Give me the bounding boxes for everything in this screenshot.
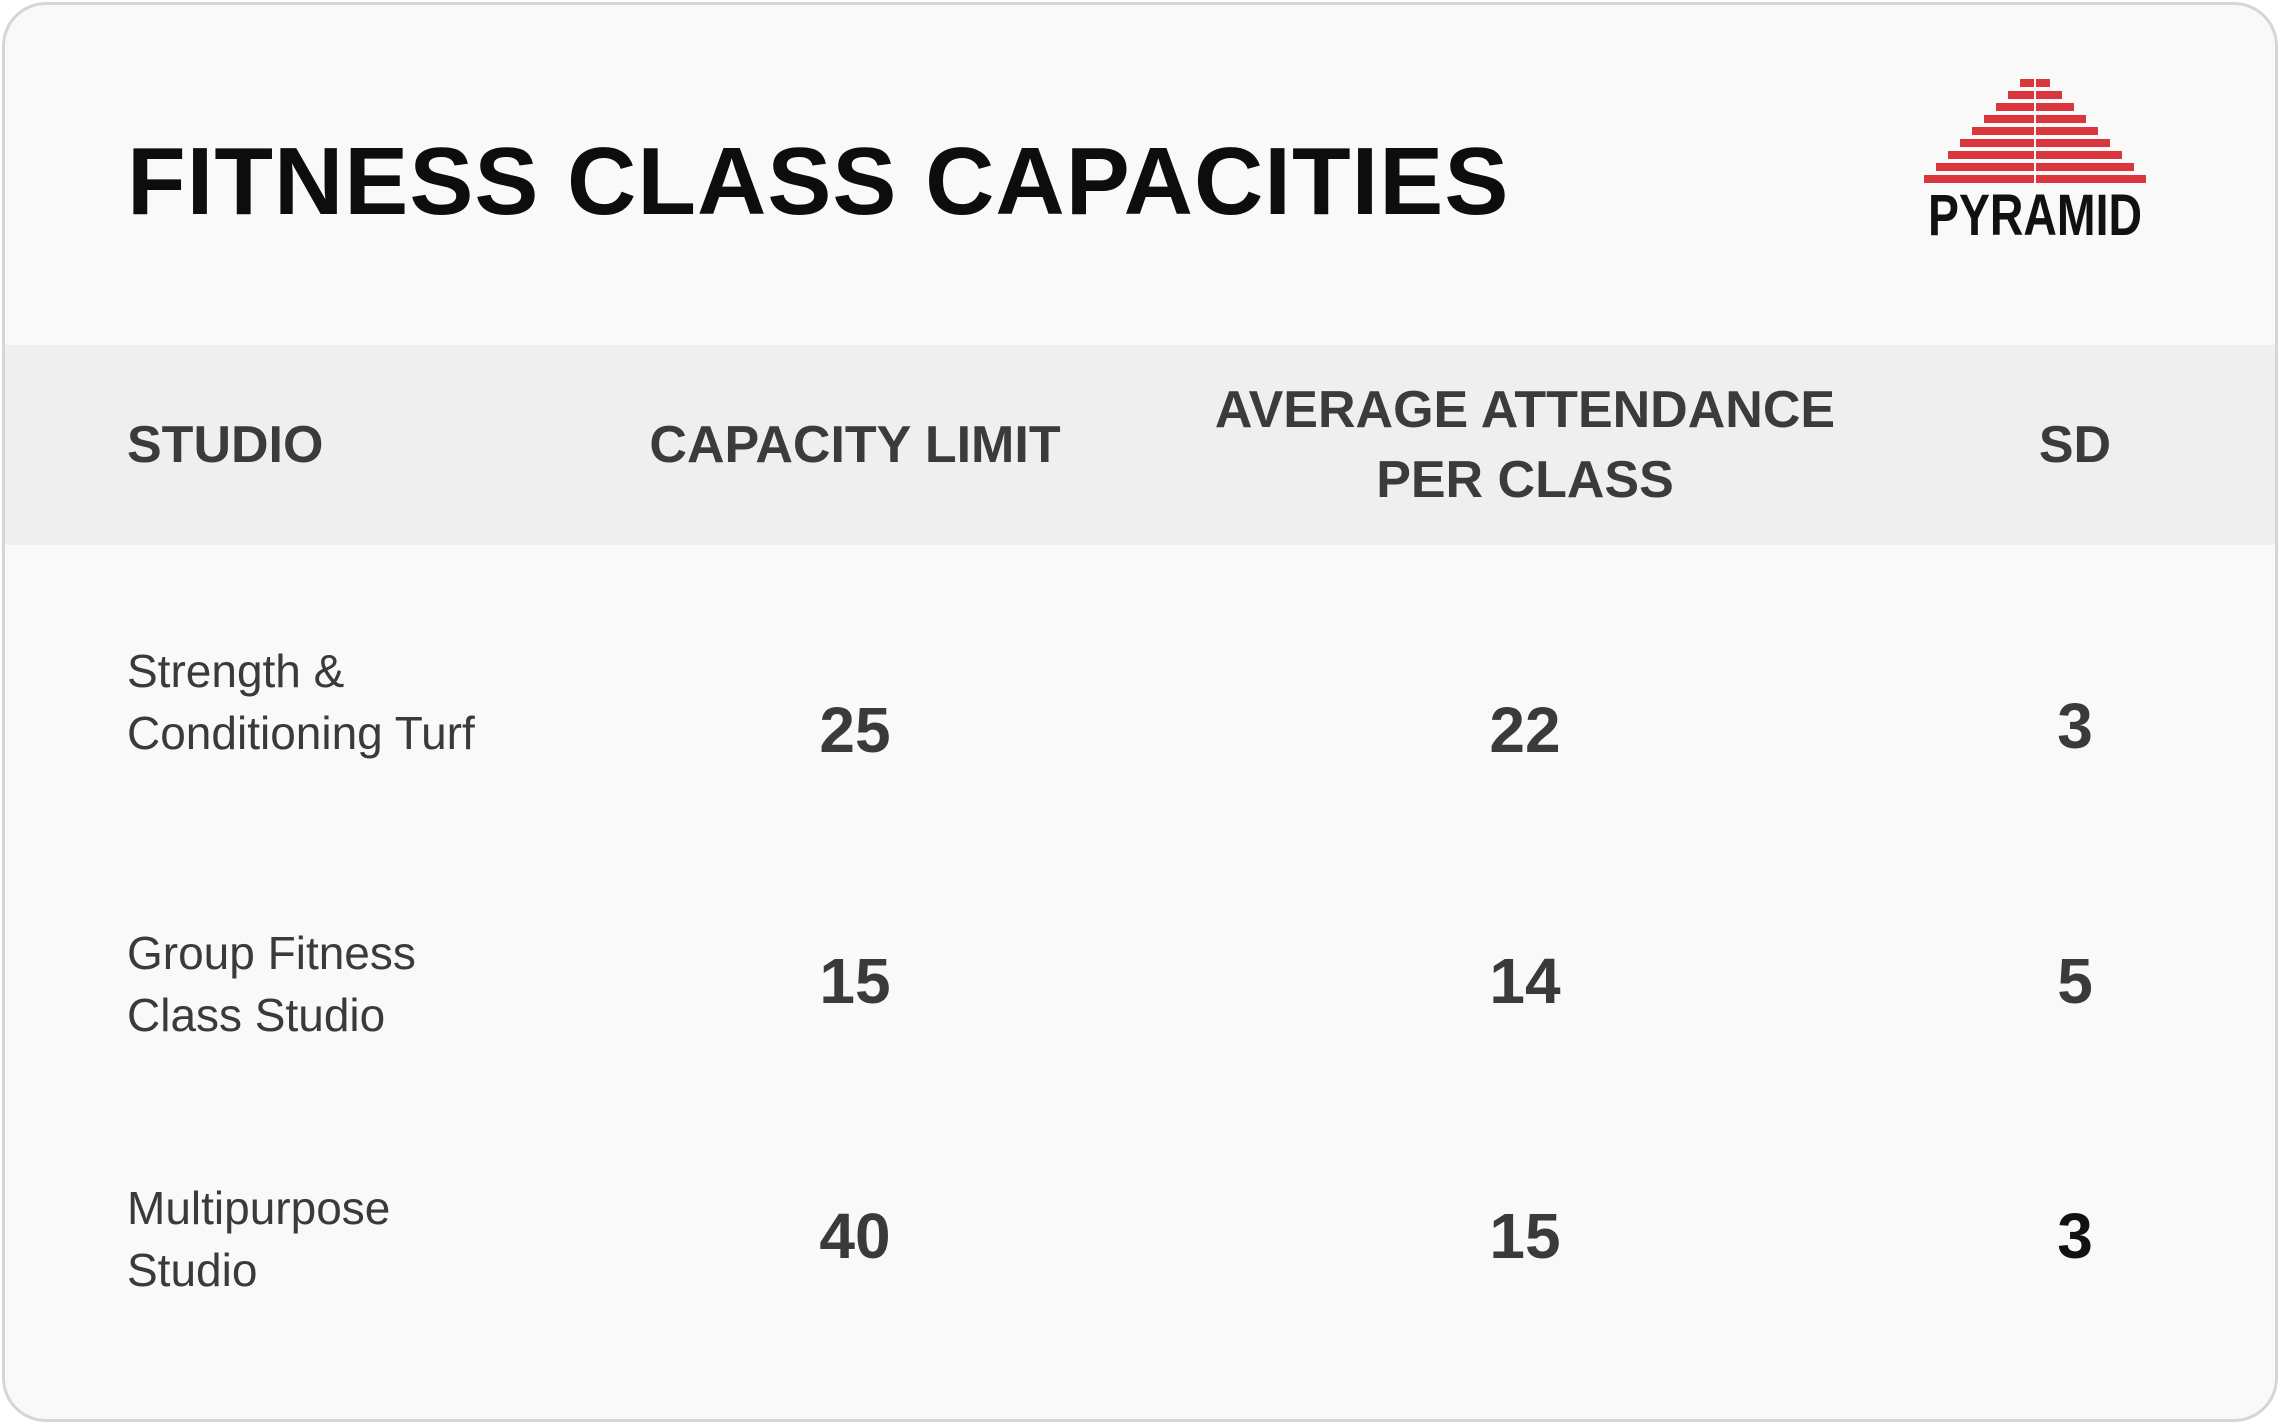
header-average-attendance: AVERAGE ATTENDANCE PER CLASS: [1165, 345, 1885, 545]
average-value: 15: [1489, 1200, 1561, 1272]
sd-value: 3: [2057, 1200, 2093, 1272]
studio-name: Strength & Conditioning Turf: [127, 645, 475, 759]
header-sd: SD: [2038, 416, 2112, 474]
header-capacity-limit: CAPACITY LIMIT: [649, 416, 1061, 474]
sd-value: 5: [2057, 945, 2093, 1017]
pyramid-logo: PYRAMID: [1919, 75, 2151, 248]
studio-name: Multipurpose Studio: [127, 1182, 391, 1296]
capacity-value: 25: [819, 694, 891, 766]
capacity-value: 15: [819, 945, 891, 1017]
page-title: FITNESS CLASS CAPACITIES: [127, 128, 1510, 235]
average-value: 22: [1489, 694, 1561, 766]
average-value: 14: [1489, 945, 1561, 1017]
studio-name: Group Fitness Class Studio: [127, 927, 416, 1041]
capacity-value: 40: [819, 1200, 891, 1272]
logo-text: PYRAMID: [1928, 183, 2142, 243]
sd-value: 3: [2057, 690, 2093, 762]
header-average-label: AVERAGE ATTENDANCE PER CLASS: [1214, 381, 1836, 509]
header-studio: STUDIO: [127, 416, 324, 474]
pyramid-logo-icon: PYRAMID: [1924, 79, 2146, 248]
table-header: [5, 345, 2275, 545]
